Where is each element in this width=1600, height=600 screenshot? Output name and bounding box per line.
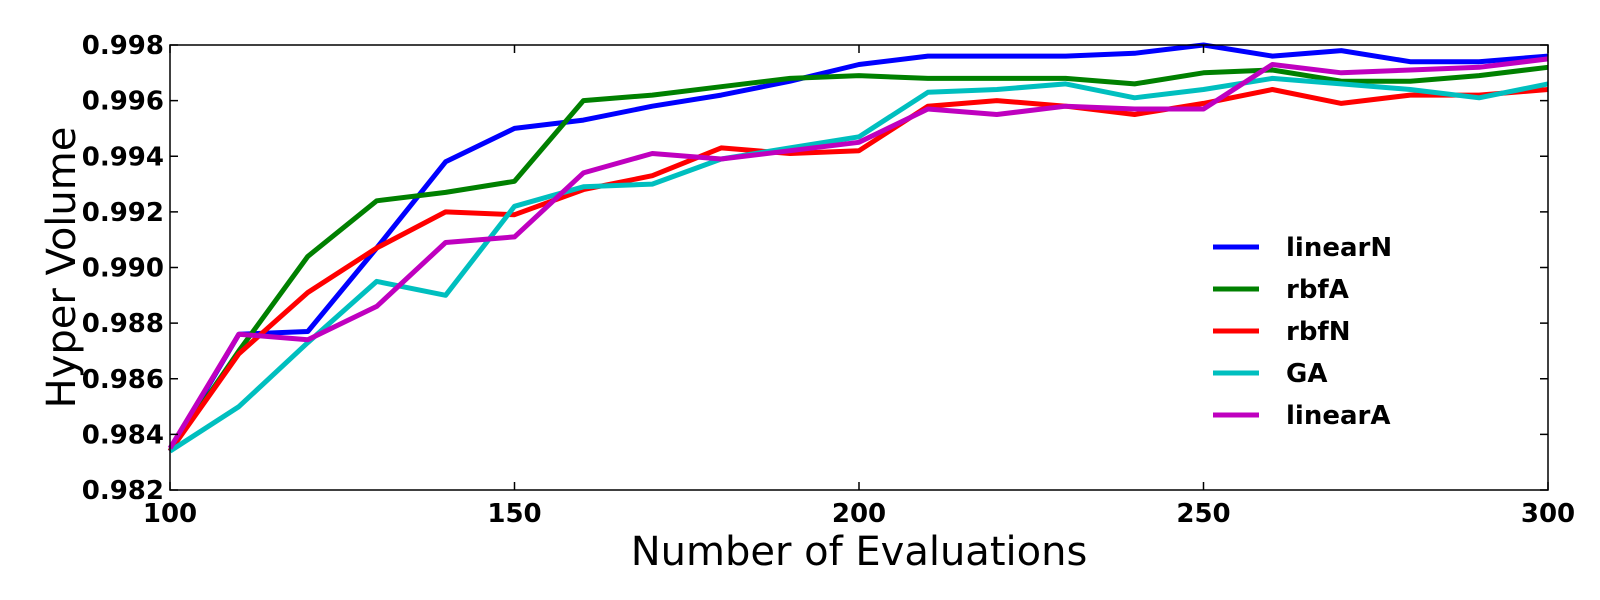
series-line-rbfN xyxy=(167,87,1549,453)
x-axis-label: Number of Evaluations xyxy=(631,529,1088,575)
x-tick-label: 200 xyxy=(832,499,886,529)
legend-label: linearA xyxy=(1286,401,1390,431)
legend-label: rbfN xyxy=(1286,317,1351,347)
series-line-linearA xyxy=(167,56,1549,450)
x-tick-label: 150 xyxy=(487,499,541,529)
y-tick-label: 0.984 xyxy=(82,420,164,450)
y-tick-label: 0.996 xyxy=(82,87,164,117)
x-tick-label: 300 xyxy=(1521,499,1575,529)
y-tick-label: 0.986 xyxy=(82,365,164,395)
series-line-GA xyxy=(168,75,1549,454)
legend-item-rbfA: rbfA xyxy=(1213,275,1349,305)
series-line-rbfA xyxy=(167,64,1549,453)
legend-label: rbfA xyxy=(1286,275,1349,305)
legend-label: linearN xyxy=(1286,233,1392,263)
legend-label: GA xyxy=(1286,359,1327,389)
y-tick-label: 0.988 xyxy=(82,309,164,339)
y-tick-label: 0.990 xyxy=(82,254,164,284)
x-tick-label: 250 xyxy=(1176,499,1230,529)
y-axis-label: Hyper Volume xyxy=(39,127,85,409)
series-line-linearN xyxy=(167,42,1549,453)
legend: linearN rbfA rbfN GA linearA xyxy=(1213,233,1392,431)
series-layer xyxy=(167,42,1549,454)
y-tick-label: 0.982 xyxy=(82,476,164,506)
y-tick-label: 0.998 xyxy=(82,31,164,61)
legend-item-rbfN: rbfN xyxy=(1213,317,1351,347)
tick-layer: 100 150 200 250 300 0.982 0.984 0.986 0.988 0.990… xyxy=(82,31,1575,529)
y-tick-label: 0.994 xyxy=(82,142,164,172)
legend-item-linearA: linearA xyxy=(1213,401,1390,431)
x-tick-label: 100 xyxy=(143,499,197,529)
legend-item-linearN: linearN xyxy=(1213,233,1392,263)
legend-item-GA: GA xyxy=(1213,359,1327,389)
y-tick-label: 0.992 xyxy=(82,198,164,228)
